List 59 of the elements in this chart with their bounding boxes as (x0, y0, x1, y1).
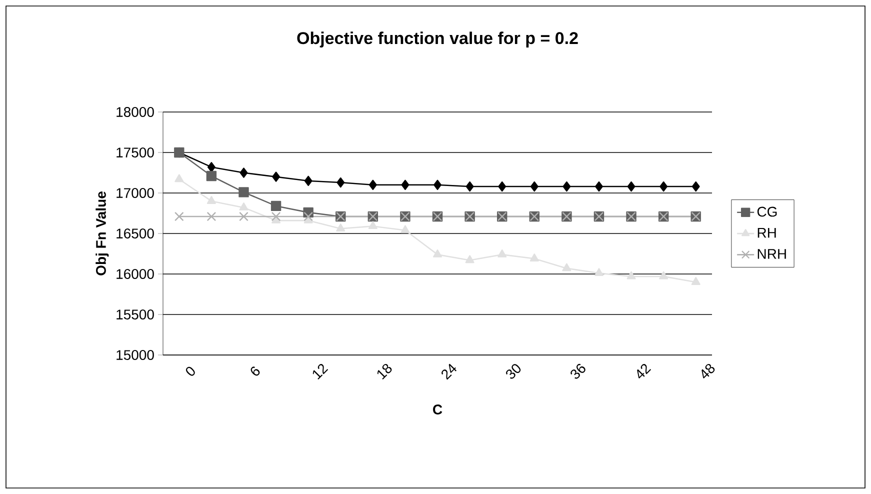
x-tick-label: 24 (442, 364, 457, 380)
point (466, 181, 474, 192)
point (691, 277, 700, 285)
y-tick-label: 16500 (116, 228, 154, 238)
point (239, 212, 248, 221)
point (304, 212, 313, 221)
legend-label: CG (757, 206, 777, 217)
point (562, 263, 572, 272)
x-tick-label: 36 (570, 364, 586, 379)
point (434, 180, 442, 190)
point (238, 187, 249, 198)
point (174, 174, 184, 182)
x-tick-label: 42 (637, 364, 652, 378)
point (433, 249, 442, 258)
x-tick-label: 12 (312, 364, 328, 380)
y-axis-title: Obj Fn Value (96, 192, 109, 276)
point (336, 224, 346, 232)
point (498, 249, 507, 258)
point (659, 271, 668, 280)
x-tick-label: 30 (506, 364, 521, 379)
y-tick-label: 15000 (116, 350, 154, 360)
x-tick-label: 18 (377, 364, 392, 380)
y-tick-label: 16000 (116, 269, 154, 279)
point (627, 181, 636, 192)
point (239, 202, 248, 210)
point (595, 181, 603, 192)
point (206, 196, 216, 204)
point (270, 200, 282, 212)
legend-label: RH (758, 228, 776, 238)
point (530, 181, 538, 192)
point (336, 177, 345, 188)
y-tick-label: 17500 (116, 148, 154, 158)
chart-title: Objective function value for p = 0.2 (297, 32, 578, 48)
point (368, 221, 378, 230)
point (660, 181, 668, 192)
x-tick-label: 0 (186, 366, 195, 376)
point (401, 180, 410, 190)
point (530, 254, 539, 262)
point (304, 176, 312, 186)
x-tick-label: 6 (250, 366, 260, 376)
point (368, 180, 377, 190)
point (465, 255, 474, 264)
point (400, 225, 410, 234)
point (626, 271, 636, 280)
legend-label: NRH (758, 249, 786, 259)
point (174, 212, 184, 221)
point (206, 170, 217, 182)
point (207, 162, 216, 172)
point (692, 181, 700, 192)
x-axis-title: C (433, 404, 442, 414)
point (272, 172, 280, 182)
point (498, 181, 506, 192)
y-tick-label: 18000 (116, 107, 154, 117)
x-tick-label: 48 (702, 364, 715, 378)
point (562, 181, 571, 192)
y-tick-label: 15500 (116, 310, 154, 320)
point (594, 268, 604, 276)
point (240, 168, 248, 178)
y-tick-label: 17000 (116, 188, 154, 198)
